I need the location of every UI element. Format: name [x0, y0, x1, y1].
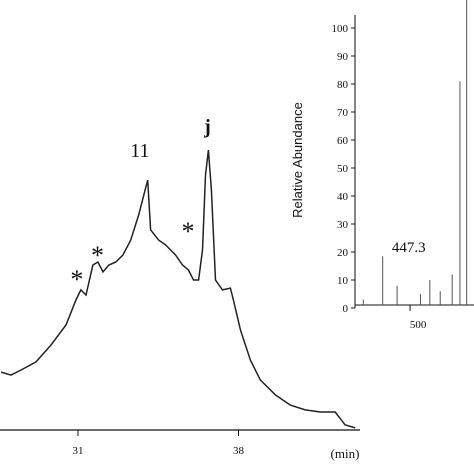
y-tick-label: 60: [337, 135, 349, 147]
x-tick-label: 500: [410, 319, 427, 331]
trace: [0, 150, 356, 429]
x-axis-label: (min): [331, 446, 360, 461]
x-tick-label: 31: [72, 445, 83, 457]
peak-label: 447.3: [392, 240, 426, 256]
peak-annotation: *: [91, 241, 104, 270]
y-tick-label: 70: [337, 107, 349, 119]
y-tick-label: 40: [337, 191, 349, 203]
peak-annotation: *: [182, 217, 195, 246]
y-tick-label: 30: [337, 219, 349, 231]
y-tick-label: 80: [337, 79, 349, 91]
y-tick-label: 10: [337, 275, 349, 287]
y-tick-label: 20: [337, 247, 349, 259]
y-axis-label: Relative Abundance: [290, 102, 305, 218]
x-tick-label: 38: [233, 445, 245, 457]
peak-annotation: *: [70, 265, 83, 294]
peak-annotation: 11: [130, 140, 149, 162]
y-tick-label: 50: [337, 163, 349, 175]
y-tick-label: 0: [343, 303, 349, 315]
y-tick-label: 100: [332, 23, 349, 35]
peak-annotation: j: [203, 116, 211, 138]
y-tick-label: 90: [337, 51, 349, 63]
